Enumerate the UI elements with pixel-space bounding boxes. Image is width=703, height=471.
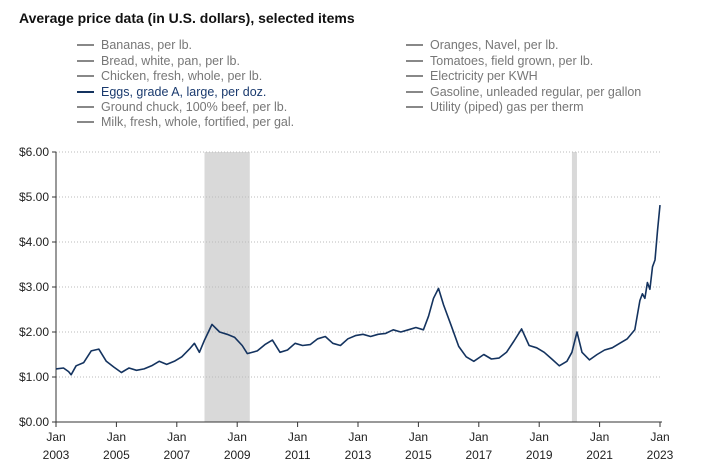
series-line-eggs [55, 205, 661, 376]
legend-label: Tomatoes, field grown, per lb. [430, 54, 594, 68]
legend-label: Oranges, Navel, per lb. [430, 38, 559, 52]
legend-item-oranges[interactable]: Oranges, Navel, per lb. [406, 37, 559, 53]
legend-item-bananas[interactable]: Bananas, per lb. [77, 37, 192, 53]
legend-item-eggs[interactable]: Eggs, grade A, large, per doz. [77, 84, 266, 100]
legend-label: Ground chuck, 100% beef, per lb. [101, 100, 288, 114]
chart-title: Average price data (in U.S. dollars), se… [19, 10, 355, 26]
y-tick-label: $1.00 [19, 370, 49, 384]
legend-swatch [77, 106, 94, 108]
x-tick-label-month: Jan [530, 430, 549, 444]
x-tick-label-month: Jan [167, 430, 186, 444]
series-group [55, 205, 661, 376]
legend-swatch [77, 75, 94, 77]
legend-label: Milk, fresh, whole, fortified, per gal. [101, 115, 295, 129]
x-tick-label-year: 2019 [526, 448, 553, 462]
x-tick-label-month: Jan [46, 430, 65, 444]
legend-item-gasoline[interactable]: Gasoline, unleaded regular, per gallon [406, 84, 641, 100]
legend-swatch [406, 75, 423, 77]
y-tick-label: $6.00 [19, 145, 49, 159]
y-axis: $0.00 $1.00 $2.00 $3.00 $4.00 $5.00 $6.00 [19, 145, 57, 429]
x-tick-label-year: 2013 [345, 448, 372, 462]
legend-swatch [77, 60, 94, 62]
legend-item-ground-chuck[interactable]: Ground chuck, 100% beef, per lb. [77, 99, 287, 115]
x-tick-label-month: Jan [469, 430, 488, 444]
legend-item-utility-gas[interactable]: Utility (piped) gas per therm [406, 99, 584, 115]
legend-swatch [406, 44, 423, 46]
x-tick-label-year: 2023 [647, 448, 674, 462]
legend-item-electricity[interactable]: Electricity per KWH [406, 68, 538, 84]
x-tick-label-month: Jan [228, 430, 247, 444]
x-tick-label-month: Jan [590, 430, 609, 444]
x-tick-label-year: 2021 [586, 448, 613, 462]
legend: Bananas, per lb. Bread, white, pan, per … [0, 0, 703, 140]
x-tick-label-year: 2011 [285, 448, 311, 462]
legend-swatch [77, 121, 94, 123]
x-tick-label-month: Jan [409, 430, 428, 444]
x-axis: Jan 2003 Jan 2005 Jan 2007 Jan 2009 Jan 2011 Jan 20… [43, 421, 674, 462]
y-tick-label: $0.00 [19, 415, 49, 429]
legend-label: Utility (piped) gas per therm [430, 100, 584, 114]
x-tick-label-month: Jan [288, 430, 307, 444]
y-tick-label: $4.00 [19, 235, 49, 249]
x-tick-label-month: Jan [348, 430, 367, 444]
legend-label: Gasoline, unleaded regular, per gallon [430, 85, 642, 99]
legend-item-chicken[interactable]: Chicken, fresh, whole, per lb. [77, 68, 262, 84]
legend-label: Bananas, per lb. [101, 38, 193, 52]
legend-label: Eggs, grade A, large, per doz. [101, 85, 267, 99]
x-tick-label-year: 2007 [163, 448, 190, 462]
legend-item-bread[interactable]: Bread, white, pan, per lb. [77, 53, 240, 69]
x-tick-label-year: 2017 [465, 448, 492, 462]
x-tick-label-month: Jan [107, 430, 126, 444]
legend-swatch [406, 106, 423, 108]
grid-lines [56, 151, 662, 378]
y-tick-label: $3.00 [19, 280, 49, 294]
x-tick-label-year: 2005 [103, 448, 130, 462]
x-tick-label-year: 2003 [43, 448, 70, 462]
y-tick-label: $2.00 [19, 325, 49, 339]
y-tick-label: $5.00 [19, 190, 49, 204]
legend-item-milk[interactable]: Milk, fresh, whole, fortified, per gal. [77, 114, 294, 130]
legend-swatch [406, 91, 423, 93]
legend-swatch [77, 91, 94, 93]
legend-label: Electricity per KWH [430, 69, 538, 83]
recession-band [571, 152, 577, 422]
legend-swatch [406, 60, 423, 62]
x-tick-label-year: 2009 [224, 448, 251, 462]
x-tick-label-year: 2015 [405, 448, 432, 462]
legend-swatch [77, 44, 94, 46]
legend-item-tomatoes[interactable]: Tomatoes, field grown, per lb. [406, 53, 593, 69]
legend-label: Chicken, fresh, whole, per lb. [101, 69, 263, 83]
legend-label: Bread, white, pan, per lb. [101, 54, 240, 68]
x-tick-label-month: Jan [650, 430, 669, 444]
